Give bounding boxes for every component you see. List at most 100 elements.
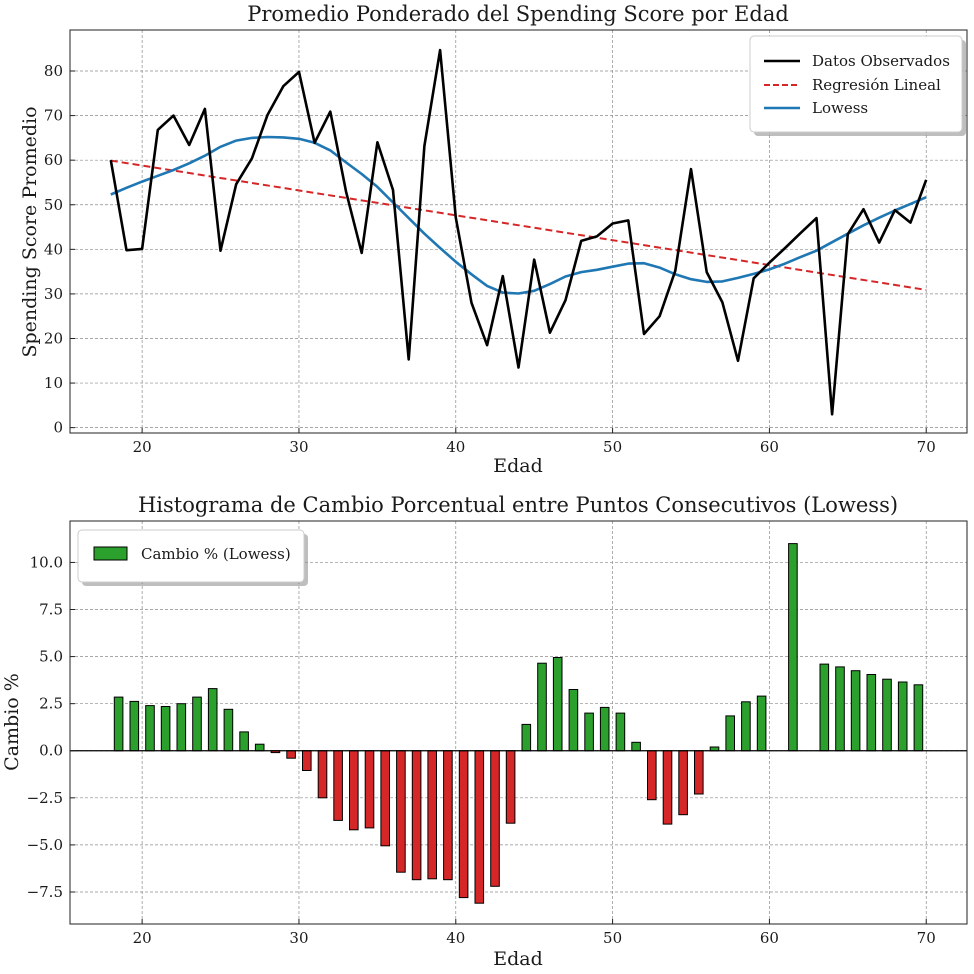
y-tick-label: 0 xyxy=(53,419,63,437)
bar xyxy=(160,706,171,752)
bar xyxy=(129,700,140,752)
bar xyxy=(458,750,469,899)
x-tick-label: 50 xyxy=(603,929,622,947)
x-tick-label: 40 xyxy=(446,438,465,456)
line-chart-title: Promedio Ponderado del Spending Score po… xyxy=(247,2,789,26)
x-tick-label: 50 xyxy=(603,438,622,456)
bar xyxy=(349,750,359,831)
bar xyxy=(302,750,312,772)
y-tick-label: 30 xyxy=(44,285,63,303)
bar xyxy=(505,750,516,824)
series-regression-line xyxy=(110,159,927,291)
bar xyxy=(788,543,798,752)
bar xyxy=(913,684,924,752)
bar xyxy=(662,750,673,825)
bar xyxy=(490,750,500,887)
y-tick-label: 20 xyxy=(44,329,63,347)
bar xyxy=(176,703,187,752)
bar-chart-x-ticks: 20 30 40 50 60 70 xyxy=(133,919,936,947)
x-tick-label: 60 xyxy=(760,438,779,456)
x-tick-label: 70 xyxy=(917,929,936,947)
bar xyxy=(364,750,375,829)
bar-chart: Histograma de Cambio Porcentual entre Pu… xyxy=(1,493,968,970)
line-chart-legend: Datos Observados Regresión Lineal Lowess xyxy=(749,35,966,136)
bar xyxy=(568,689,579,752)
legend-label-observed: Datos Observados xyxy=(812,52,950,70)
y-tick-label: 40 xyxy=(44,240,63,258)
bar xyxy=(192,696,202,752)
x-tick-label: 30 xyxy=(289,929,308,947)
bar xyxy=(631,741,641,752)
line-chart-marks xyxy=(109,48,928,416)
bar xyxy=(694,750,704,795)
series-lowess-line xyxy=(110,135,927,295)
bar xyxy=(835,666,845,752)
x-tick-label: 70 xyxy=(917,438,936,456)
bar xyxy=(474,750,485,904)
y-tick-label: 10 xyxy=(44,374,63,392)
bar xyxy=(223,708,234,752)
bar xyxy=(850,670,861,752)
y-tick-label: −7.5 xyxy=(27,883,63,901)
bar xyxy=(725,715,736,752)
y-tick-label: 50 xyxy=(44,196,63,214)
series-observed-line xyxy=(109,48,928,416)
bar xyxy=(521,723,532,752)
bar xyxy=(443,750,453,881)
legend-label-change: Cambio % (Lowess) xyxy=(141,545,291,563)
bar xyxy=(584,712,594,752)
y-tick-label: 70 xyxy=(44,107,63,125)
x-tick-label: 60 xyxy=(760,929,779,947)
bar xyxy=(678,750,688,816)
bar xyxy=(427,750,437,880)
bar xyxy=(145,705,155,752)
y-tick-label: 80 xyxy=(44,62,63,80)
bar-chart-marks xyxy=(70,543,967,904)
bar xyxy=(396,750,406,873)
legend-swatch-change xyxy=(93,546,128,561)
line-chart-y-label: Spending Score Promedio xyxy=(19,106,41,357)
y-tick-label: 7.5 xyxy=(39,601,63,619)
bar xyxy=(819,663,830,752)
bar xyxy=(897,681,908,752)
bar xyxy=(599,706,610,752)
legend-label-regression: Regresión Lineal xyxy=(812,76,941,94)
bar xyxy=(647,750,657,801)
x-tick-label: 30 xyxy=(289,438,308,456)
bar xyxy=(254,743,265,752)
x-tick-label: 20 xyxy=(133,929,152,947)
line-chart-y-ticks: 0 10 20 30 40 50 60 70 80 xyxy=(44,62,75,437)
bar xyxy=(756,695,767,752)
bar xyxy=(411,750,422,881)
bar xyxy=(113,696,124,752)
y-tick-label: 2.5 xyxy=(39,695,63,713)
bar-chart-y-label: Cambio % xyxy=(1,673,23,771)
bar-chart-frame xyxy=(69,520,968,925)
x-tick-label: 40 xyxy=(446,929,465,947)
bar xyxy=(380,750,390,847)
y-tick-label: 10.0 xyxy=(30,553,63,571)
bar xyxy=(239,731,249,752)
bar xyxy=(741,701,751,752)
y-tick-label: −5.0 xyxy=(27,836,63,854)
line-chart-frame xyxy=(69,29,968,434)
bar-chart-legend: Cambio % (Lowess) xyxy=(77,529,308,586)
y-tick-label: −2.5 xyxy=(27,789,63,807)
bar-chart-x-label: Edad xyxy=(493,948,543,970)
bar xyxy=(882,678,892,752)
y-tick-label: 60 xyxy=(44,151,63,169)
bar-chart-y-ticks: −7.5 −5.0 −2.5 0.0 2.5 5.0 7.5 10.0 xyxy=(27,553,75,901)
bar xyxy=(615,712,626,752)
y-tick-label: 0.0 xyxy=(39,742,63,760)
bar xyxy=(537,662,547,752)
line-chart-x-label: Edad xyxy=(493,455,543,477)
bar xyxy=(866,674,877,752)
x-tick-label: 20 xyxy=(133,438,152,456)
bar-chart-title: Histograma de Cambio Porcentual entre Pu… xyxy=(138,493,898,517)
bar xyxy=(333,750,343,821)
legend-label-lowess: Lowess xyxy=(812,99,868,117)
line-chart: Promedio Ponderado del Spending Score po… xyxy=(19,2,968,477)
bar xyxy=(207,688,218,752)
line-chart-x-ticks: 20 30 40 50 60 70 xyxy=(133,428,936,456)
